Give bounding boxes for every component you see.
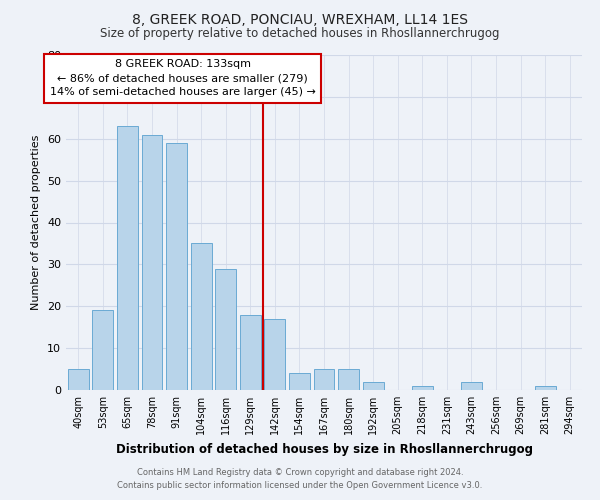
Text: Size of property relative to detached houses in Rhosllannerchrugog: Size of property relative to detached ho… [100, 28, 500, 40]
Bar [142, 134, 163, 390]
X-axis label: Distribution of detached houses by size in Rhosllannerchrugog: Distribution of detached houses by size … [115, 442, 533, 456]
Text: 8 GREEK ROAD: 133sqm
← 86% of detached houses are smaller (279)
14% of semi-deta: 8 GREEK ROAD: 133sqm ← 86% of detached h… [50, 59, 316, 97]
Bar [117, 126, 138, 390]
Bar [535, 386, 556, 390]
Y-axis label: Number of detached properties: Number of detached properties [31, 135, 41, 310]
Bar [289, 373, 310, 390]
Bar [191, 244, 212, 390]
Bar [68, 369, 89, 390]
Text: Contains HM Land Registry data © Crown copyright and database right 2024.
Contai: Contains HM Land Registry data © Crown c… [118, 468, 482, 490]
Bar [92, 310, 113, 390]
Bar [166, 143, 187, 390]
Bar [314, 369, 334, 390]
Bar [362, 382, 383, 390]
Bar [338, 369, 359, 390]
Bar [265, 319, 286, 390]
Bar [215, 268, 236, 390]
Text: 8, GREEK ROAD, PONCIAU, WREXHAM, LL14 1ES: 8, GREEK ROAD, PONCIAU, WREXHAM, LL14 1E… [132, 12, 468, 26]
Bar [240, 314, 261, 390]
Bar [461, 382, 482, 390]
Bar [412, 386, 433, 390]
